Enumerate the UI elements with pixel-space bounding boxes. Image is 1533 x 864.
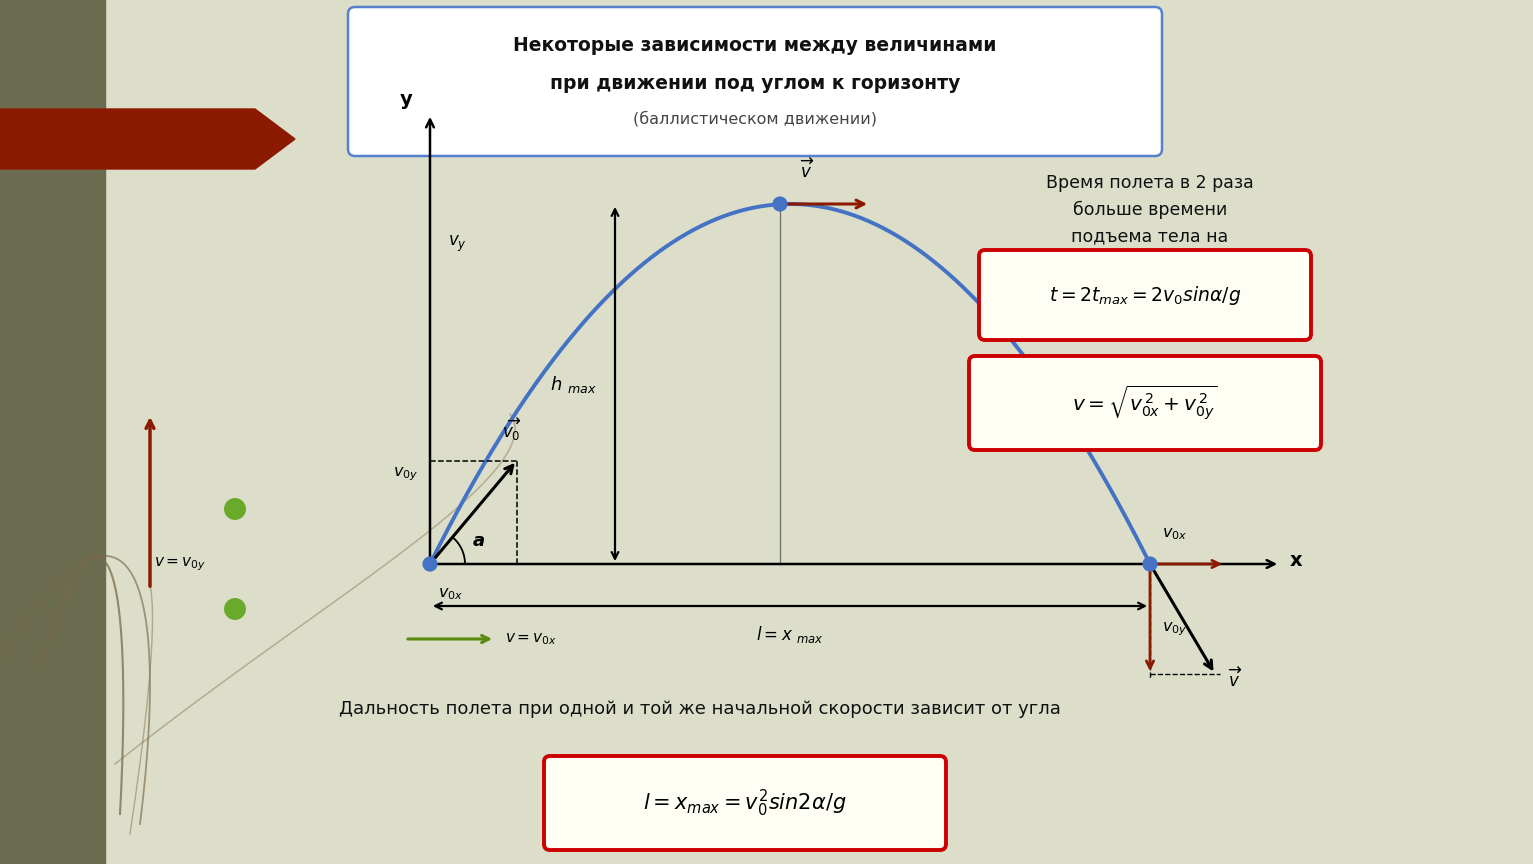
Text: при движении под углом к горизонту: при движении под углом к горизонту — [550, 74, 960, 93]
FancyBboxPatch shape — [980, 250, 1311, 340]
Text: $v =\sqrt{v_{0x}^{\,2}+ v_{0y}^{\,2}}$: $v =\sqrt{v_{0x}^{\,2}+ v_{0y}^{\,2}}$ — [1072, 384, 1217, 422]
Text: $t= 2t_{max} = 2v_0sin\alpha/g$: $t= 2t_{max} = 2v_0sin\alpha/g$ — [1049, 283, 1242, 307]
Text: $l = x_{max}= v_0^2sin2\alpha /g$: $l = x_{max}= v_0^2sin2\alpha /g$ — [644, 787, 846, 818]
FancyBboxPatch shape — [969, 356, 1321, 450]
Text: $\overrightarrow{v}$: $\overrightarrow{v}$ — [1228, 667, 1243, 690]
Point — [1137, 557, 1162, 571]
Text: $l = x\ _{max}$: $l = x\ _{max}$ — [756, 624, 823, 645]
Text: x: x — [1289, 551, 1303, 570]
Point — [222, 502, 247, 516]
Text: $v_{0x}$: $v_{0x}$ — [1162, 526, 1187, 542]
Text: $h\ _{max}$: $h\ _{max}$ — [550, 373, 596, 395]
Text: Некоторые зависимости между величинами: Некоторые зависимости между величинами — [514, 36, 996, 55]
Point — [768, 197, 793, 211]
Point — [417, 557, 442, 571]
Bar — [0, 0, 104, 864]
FancyBboxPatch shape — [348, 7, 1162, 156]
Text: $v=v_{0y}$: $v=v_{0y}$ — [153, 556, 205, 573]
Text: $v=v_{0x}$: $v=v_{0x}$ — [504, 631, 556, 647]
FancyBboxPatch shape — [544, 756, 946, 850]
Text: $v_y$: $v_y$ — [448, 234, 468, 254]
Point — [222, 602, 247, 616]
Text: $\boldsymbol{a}$: $\boldsymbol{a}$ — [472, 532, 484, 550]
Text: Дальность полета при одной и той же начальной скорости зависит от угла: Дальность полета при одной и той же нача… — [339, 700, 1061, 718]
Text: (баллистическом движении): (баллистическом движении) — [633, 111, 877, 127]
Polygon shape — [0, 109, 294, 169]
Text: $\overrightarrow{v_0}$: $\overrightarrow{v_0}$ — [501, 416, 521, 442]
Text: y: y — [399, 90, 412, 109]
Text: $v_{0x}$: $v_{0x}$ — [438, 586, 463, 601]
Text: $v_{0y}$: $v_{0y}$ — [392, 465, 419, 483]
Text: Время полета в 2 раза
больше времени
подъема тела на
максимальную высоту: Время полета в 2 раза больше времени под… — [1046, 174, 1254, 271]
Text: $v_{0y}$: $v_{0y}$ — [1162, 620, 1187, 638]
Text: $\overrightarrow{v}$: $\overrightarrow{v}$ — [800, 159, 814, 182]
